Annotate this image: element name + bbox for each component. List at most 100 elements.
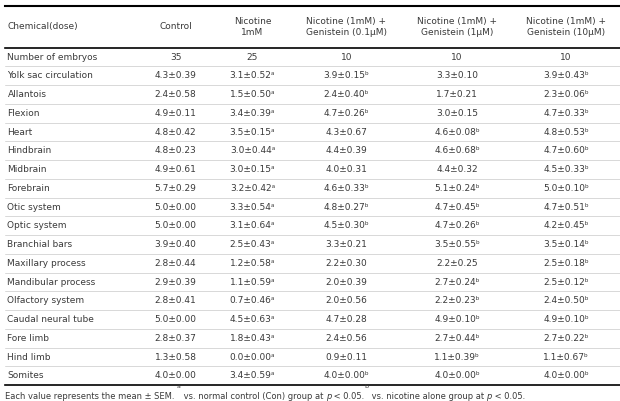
Text: 3.3±0.54ᵃ: 3.3±0.54ᵃ bbox=[230, 203, 275, 212]
Text: 2.8±0.37: 2.8±0.37 bbox=[155, 334, 197, 343]
Text: < 0.05.: < 0.05. bbox=[492, 393, 525, 401]
Text: 4.6±0.68ᵇ: 4.6±0.68ᵇ bbox=[434, 146, 480, 155]
Text: Allantois: Allantois bbox=[7, 90, 46, 99]
Text: 3.0±0.15: 3.0±0.15 bbox=[436, 109, 478, 118]
Text: vs. nicotine alone group at: vs. nicotine alone group at bbox=[368, 393, 486, 401]
Text: 4.7±0.26ᵇ: 4.7±0.26ᵇ bbox=[434, 221, 480, 230]
Text: 2.5±0.12ᵇ: 2.5±0.12ᵇ bbox=[543, 277, 589, 287]
Text: p: p bbox=[326, 393, 331, 401]
Text: 4.6±0.08ᵇ: 4.6±0.08ᵇ bbox=[434, 128, 480, 137]
Text: vs. normal control (Con) group at: vs. normal control (Con) group at bbox=[181, 393, 326, 401]
Text: Optic system: Optic system bbox=[7, 221, 67, 230]
Text: 2.5±0.43ᵃ: 2.5±0.43ᵃ bbox=[230, 240, 275, 249]
Text: 5.0±0.00: 5.0±0.00 bbox=[154, 315, 197, 324]
Text: a: a bbox=[177, 384, 181, 389]
Text: 4.0±0.31: 4.0±0.31 bbox=[326, 165, 367, 174]
Text: 4.8±0.53ᵇ: 4.8±0.53ᵇ bbox=[543, 128, 589, 137]
Text: 3.9±0.43ᵇ: 3.9±0.43ᵇ bbox=[543, 71, 589, 80]
Text: 4.5±0.30ᵇ: 4.5±0.30ᵇ bbox=[324, 221, 369, 230]
Text: 0.7±0.46ᵃ: 0.7±0.46ᵃ bbox=[230, 296, 275, 305]
Text: Yolk sac circulation: Yolk sac circulation bbox=[7, 71, 94, 80]
Text: 4.0±0.00ᵇ: 4.0±0.00ᵇ bbox=[324, 371, 369, 380]
Text: 2.2±0.30: 2.2±0.30 bbox=[326, 259, 367, 268]
Text: 35: 35 bbox=[170, 53, 182, 62]
Text: 3.3±0.10: 3.3±0.10 bbox=[436, 71, 478, 80]
Text: 2.4±0.58: 2.4±0.58 bbox=[155, 90, 197, 99]
Text: 4.7±0.33ᵇ: 4.7±0.33ᵇ bbox=[543, 109, 589, 118]
Text: 3.5±0.14ᵇ: 3.5±0.14ᵇ bbox=[543, 240, 589, 249]
Text: Hindbrain: Hindbrain bbox=[7, 146, 51, 155]
Text: Otic system: Otic system bbox=[7, 203, 61, 212]
Text: 2.0±0.39: 2.0±0.39 bbox=[326, 277, 367, 287]
Text: 2.4±0.56: 2.4±0.56 bbox=[326, 334, 367, 343]
Text: 2.5±0.18ᵇ: 2.5±0.18ᵇ bbox=[543, 259, 589, 268]
Text: 2.7±0.44ᵇ: 2.7±0.44ᵇ bbox=[434, 334, 480, 343]
Text: 3.1±0.64ᵃ: 3.1±0.64ᵃ bbox=[230, 221, 275, 230]
Text: 2.9±0.39: 2.9±0.39 bbox=[155, 277, 197, 287]
Text: 5.1±0.24ᵇ: 5.1±0.24ᵇ bbox=[434, 184, 480, 193]
Text: 4.5±0.33ᵇ: 4.5±0.33ᵇ bbox=[543, 165, 589, 174]
Text: 2.8±0.41: 2.8±0.41 bbox=[155, 296, 197, 305]
Text: 1.1±0.67ᵇ: 1.1±0.67ᵇ bbox=[543, 352, 589, 362]
Text: 3.0±0.44ᵃ: 3.0±0.44ᵃ bbox=[230, 146, 275, 155]
Text: Flexion: Flexion bbox=[7, 109, 40, 118]
Text: Mandibular process: Mandibular process bbox=[7, 277, 95, 287]
Text: Somites: Somites bbox=[7, 371, 44, 380]
Text: 3.9±0.40: 3.9±0.40 bbox=[155, 240, 197, 249]
Text: < 0.05.: < 0.05. bbox=[331, 393, 365, 401]
Text: 2.2±0.25: 2.2±0.25 bbox=[436, 259, 478, 268]
Text: 10: 10 bbox=[451, 53, 463, 62]
Text: 4.9±0.11: 4.9±0.11 bbox=[155, 109, 197, 118]
Text: Maxillary process: Maxillary process bbox=[7, 259, 86, 268]
Text: 4.2±0.45ᵇ: 4.2±0.45ᵇ bbox=[544, 221, 589, 230]
Text: Heart: Heart bbox=[7, 128, 33, 137]
Text: 4.9±0.10ᵇ: 4.9±0.10ᵇ bbox=[434, 315, 480, 324]
Text: 4.7±0.45ᵇ: 4.7±0.45ᵇ bbox=[434, 203, 480, 212]
Text: Control: Control bbox=[159, 22, 192, 31]
Text: 5.0±0.10ᵇ: 5.0±0.10ᵇ bbox=[543, 184, 589, 193]
Text: 10: 10 bbox=[560, 53, 572, 62]
Text: 4.6±0.33ᵇ: 4.6±0.33ᵇ bbox=[324, 184, 369, 193]
Text: 4.7±0.60ᵇ: 4.7±0.60ᵇ bbox=[543, 146, 589, 155]
Text: 4.9±0.10ᵇ: 4.9±0.10ᵇ bbox=[543, 315, 589, 324]
Text: 1.7±0.21: 1.7±0.21 bbox=[436, 90, 478, 99]
Text: 4.4±0.32: 4.4±0.32 bbox=[436, 165, 478, 174]
Text: 3.5±0.55ᵇ: 3.5±0.55ᵇ bbox=[434, 240, 480, 249]
Text: b: b bbox=[365, 384, 368, 389]
Text: 5.7±0.29: 5.7±0.29 bbox=[155, 184, 197, 193]
Text: 25: 25 bbox=[247, 53, 258, 62]
Text: Nicotine (1mM) +
Genistein (0.1μM): Nicotine (1mM) + Genistein (0.1μM) bbox=[306, 17, 387, 37]
Text: 4.3±0.67: 4.3±0.67 bbox=[326, 128, 367, 137]
Text: 3.3±0.21: 3.3±0.21 bbox=[326, 240, 367, 249]
Text: 4.8±0.42: 4.8±0.42 bbox=[155, 128, 197, 137]
Text: 10: 10 bbox=[340, 53, 352, 62]
Text: 1.1±0.39ᵇ: 1.1±0.39ᵇ bbox=[434, 352, 480, 362]
Text: Chemical(dose): Chemical(dose) bbox=[7, 22, 78, 31]
Text: 1.8±0.43ᵃ: 1.8±0.43ᵃ bbox=[230, 334, 275, 343]
Text: 4.8±0.23: 4.8±0.23 bbox=[155, 146, 197, 155]
Text: Hind limb: Hind limb bbox=[7, 352, 51, 362]
Text: 4.0±0.00: 4.0±0.00 bbox=[155, 371, 197, 380]
Text: 1.3±0.58: 1.3±0.58 bbox=[154, 352, 197, 362]
Text: Nicotine
1mM: Nicotine 1mM bbox=[234, 17, 272, 37]
Text: 2.4±0.40ᵇ: 2.4±0.40ᵇ bbox=[324, 90, 369, 99]
Text: 4.7±0.51ᵇ: 4.7±0.51ᵇ bbox=[543, 203, 589, 212]
Text: Forebrain: Forebrain bbox=[7, 184, 50, 193]
Text: 4.3±0.39: 4.3±0.39 bbox=[155, 71, 197, 80]
Text: 2.3±0.06ᵇ: 2.3±0.06ᵇ bbox=[543, 90, 589, 99]
Text: 2.7±0.22ᵇ: 2.7±0.22ᵇ bbox=[544, 334, 589, 343]
Text: 2.7±0.24ᵇ: 2.7±0.24ᵇ bbox=[434, 277, 480, 287]
Text: 4.4±0.39: 4.4±0.39 bbox=[326, 146, 367, 155]
Text: 3.0±0.15ᵃ: 3.0±0.15ᵃ bbox=[229, 165, 275, 174]
Text: Nicotine (1mM) +
Genistein (10μM): Nicotine (1mM) + Genistein (10μM) bbox=[526, 17, 606, 37]
Text: Branchial bars: Branchial bars bbox=[7, 240, 73, 249]
Text: Caudal neural tube: Caudal neural tube bbox=[7, 315, 94, 324]
Text: Number of embryos: Number of embryos bbox=[7, 53, 98, 62]
Text: Nicotine (1mM) +
Genistein (1μM): Nicotine (1mM) + Genistein (1μM) bbox=[417, 17, 497, 37]
Text: p: p bbox=[486, 393, 492, 401]
Text: 2.4±0.50ᵇ: 2.4±0.50ᵇ bbox=[543, 296, 589, 305]
Text: 4.5±0.63ᵃ: 4.5±0.63ᵃ bbox=[230, 315, 275, 324]
Text: Each value represents the mean ± SEM.: Each value represents the mean ± SEM. bbox=[5, 393, 177, 401]
Text: Olfactory system: Olfactory system bbox=[7, 296, 84, 305]
Text: 3.2±0.42ᵃ: 3.2±0.42ᵃ bbox=[230, 184, 275, 193]
